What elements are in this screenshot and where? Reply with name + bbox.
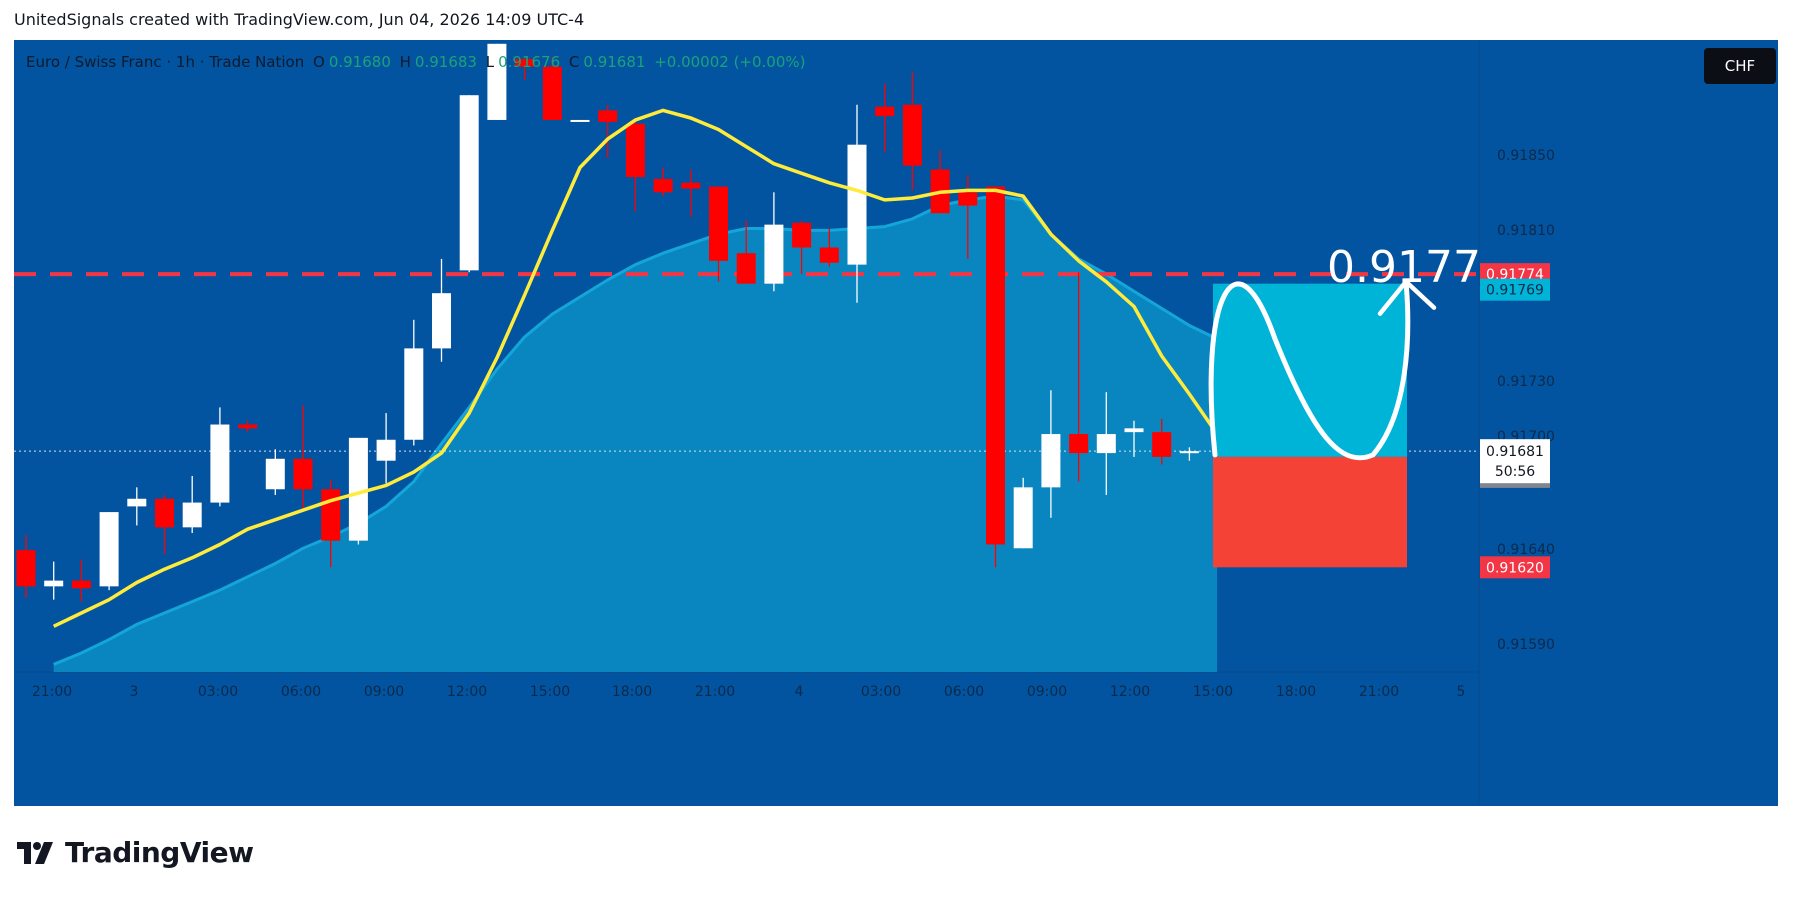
time-tick-label: 09:00 xyxy=(364,684,404,700)
price-tick-label: 0.91590 xyxy=(1497,637,1555,653)
current-price-label: 0.91681 xyxy=(1486,444,1544,460)
time-tick-label: 12:00 xyxy=(447,684,487,700)
tradingview-logo-icon xyxy=(17,841,53,864)
candle-body[interactable] xyxy=(653,178,673,193)
candle-body[interactable] xyxy=(1041,434,1061,488)
candle-body[interactable] xyxy=(99,512,119,587)
candle-body[interactable] xyxy=(625,123,645,178)
tradingview-logo[interactable]: TradingView xyxy=(17,836,254,869)
time-tick-label: 21:00 xyxy=(695,684,735,700)
candle-body[interactable] xyxy=(293,458,313,490)
candle-body[interactable] xyxy=(432,293,451,349)
symbol-legend[interactable]: Euro / Swiss Franc · 1h · Trade Nation O… xyxy=(26,53,810,71)
chart-caption: UnitedSignals created with TradingView.c… xyxy=(14,10,585,29)
candle-body[interactable] xyxy=(736,253,756,284)
candle-body[interactable] xyxy=(819,247,839,263)
time-tick-label: 3 xyxy=(130,684,139,700)
open-label: O xyxy=(313,53,325,71)
candle-body[interactable] xyxy=(902,104,922,166)
time-tick-label: 03:00 xyxy=(198,684,238,700)
time-tick-label: 09:00 xyxy=(1027,684,1067,700)
candle-body[interactable] xyxy=(1013,487,1033,549)
time-tick-label: 06:00 xyxy=(281,684,321,700)
candle-body[interactable] xyxy=(1152,432,1172,457)
candle-body[interactable] xyxy=(71,580,91,589)
close-value: 0.91681 xyxy=(583,53,646,71)
target-price-badge-label: 0.91769 xyxy=(1486,283,1544,299)
candle-body[interactable] xyxy=(1124,428,1144,433)
price-tick-label: 0.91810 xyxy=(1497,223,1555,239)
low-value: 0.91676 xyxy=(498,53,561,71)
candle-body[interactable] xyxy=(709,186,728,261)
time-tick-label: 03:00 xyxy=(861,684,901,700)
price-tick-label: 0.91640 xyxy=(1497,542,1555,558)
time-tick-label: 5 xyxy=(1457,684,1466,700)
candle-body[interactable] xyxy=(238,424,258,429)
slow-ma-line xyxy=(53,194,1218,666)
candle-body[interactable] xyxy=(487,43,507,120)
candle-body[interactable] xyxy=(681,182,701,189)
high-value: 0.91683 xyxy=(414,53,477,71)
low-label: L xyxy=(485,53,495,71)
candle-body[interactable] xyxy=(792,222,812,248)
candle-body[interactable] xyxy=(376,439,396,461)
price-tick-label: 0.91850 xyxy=(1497,148,1555,164)
brand-name: TradingView xyxy=(65,836,254,869)
candle-body[interactable] xyxy=(764,224,784,284)
bar-countdown: 50:56 xyxy=(1495,464,1535,480)
high-label: H xyxy=(399,53,411,71)
candle-body[interactable] xyxy=(1096,434,1116,454)
candle-body[interactable] xyxy=(155,498,174,528)
candle-body[interactable] xyxy=(265,458,285,490)
time-tick-label: 21:00 xyxy=(1359,684,1399,700)
annotation-price: 0.9177 xyxy=(1327,242,1481,293)
symbol-name: Euro / Swiss Franc · 1h · Trade Nation xyxy=(26,53,305,71)
forecast-arrow-icon xyxy=(1377,279,1437,316)
time-tick-label: 4 xyxy=(795,684,804,700)
change-value: +0.00002 (+0.00%) xyxy=(654,53,806,71)
time-tick-label: 21:00 xyxy=(32,684,72,700)
candle-body[interactable] xyxy=(321,489,341,541)
close-label: C xyxy=(568,53,580,71)
current-price-badge[interactable] xyxy=(1480,439,1550,484)
chart-panel[interactable]: 0.9177 0.91850 0.91810 0.91730 0.91700 0.9164… xyxy=(14,40,1778,806)
time-tick-label: 06:00 xyxy=(944,684,984,700)
currency-button[interactable]: CHF xyxy=(1704,48,1776,84)
time-tick-label: 12:00 xyxy=(1110,684,1150,700)
candle-body[interactable] xyxy=(875,106,895,117)
candle-body[interactable] xyxy=(404,348,424,440)
target-price-badge[interactable] xyxy=(1480,278,1550,301)
time-tick-label: 15:00 xyxy=(1193,684,1233,700)
candle-body[interactable] xyxy=(210,424,230,503)
open-value: 0.91680 xyxy=(328,53,391,71)
candle-body[interactable] xyxy=(515,59,535,67)
price-tick-label: 0.91730 xyxy=(1497,374,1555,390)
candle-body[interactable] xyxy=(847,144,867,265)
candle-body[interactable] xyxy=(182,502,202,528)
candle-body[interactable] xyxy=(570,119,590,122)
time-tick-label: 18:00 xyxy=(1276,684,1316,700)
slow-ma-area xyxy=(53,196,1218,672)
candle-body[interactable] xyxy=(44,580,64,587)
candle-body[interactable] xyxy=(348,437,368,541)
fast-ma-line xyxy=(52,108,1219,628)
target-zone[interactable] xyxy=(1213,283,1407,457)
price-chart[interactable]: 0.91770.918500.918100.917300.917000.9164… xyxy=(14,40,1778,806)
candle-body[interactable] xyxy=(16,550,36,587)
stop-price-badge[interactable] xyxy=(1480,556,1550,579)
forecast-wave xyxy=(1208,279,1411,461)
stop-price-badge-label: 0.91620 xyxy=(1486,560,1544,576)
candle-body[interactable] xyxy=(958,192,978,206)
time-tick-label: 15:00 xyxy=(530,684,570,700)
candle-body[interactable] xyxy=(1179,451,1199,454)
candle-body[interactable] xyxy=(459,95,479,271)
candle-body[interactable] xyxy=(542,66,562,120)
time-tick-label: 18:00 xyxy=(612,684,652,700)
candle-body[interactable] xyxy=(127,498,147,507)
candle-body[interactable] xyxy=(598,110,618,122)
stop-zone[interactable] xyxy=(1213,456,1407,568)
candle-body[interactable] xyxy=(1069,434,1089,454)
candle-body[interactable] xyxy=(986,186,1005,545)
